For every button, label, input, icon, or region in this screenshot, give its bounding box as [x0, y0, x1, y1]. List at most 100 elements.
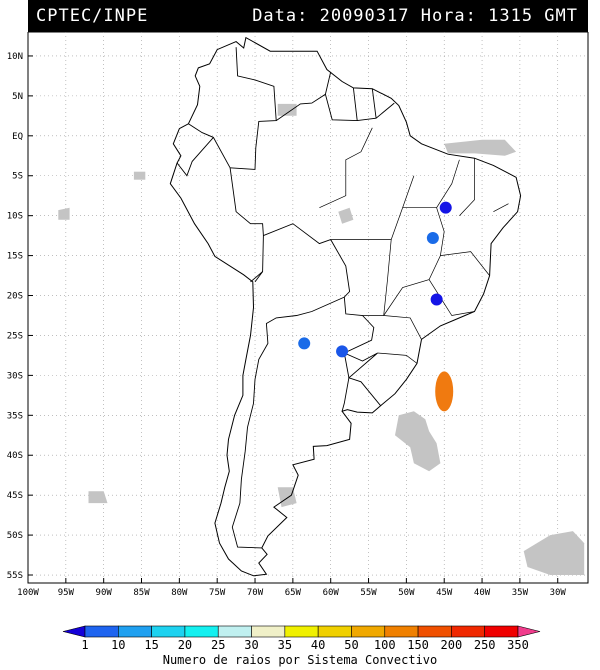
colorbar-box — [284, 625, 319, 638]
lon-tick-label: 95W — [58, 588, 75, 598]
country-border — [231, 296, 345, 549]
colorbar-label: 10 — [111, 638, 125, 652]
lon-tick-label: 55W — [360, 588, 377, 598]
cloud-area — [133, 171, 146, 180]
colorbar-box — [384, 625, 419, 638]
colorbar-title: Numero de raios por Sistema Convectivo — [162, 653, 438, 667]
lat-tick-label: 30S — [7, 371, 23, 381]
lat-tick-label: 15S — [7, 252, 23, 262]
lon-tick-label: 40W — [474, 588, 491, 598]
colorbar-label: 350 — [507, 638, 529, 652]
continent-outline — [169, 36, 522, 577]
country-border — [229, 167, 264, 236]
state-border — [428, 279, 475, 316]
colorbar-box — [251, 625, 286, 638]
colorbar-boxes — [62, 625, 541, 638]
lon-tick-label: 85W — [133, 588, 150, 598]
org-label: CPTEC/INPE — [36, 6, 149, 26]
lon-tick-label: 100W — [17, 588, 39, 598]
lon-tick-label: 90W — [96, 588, 113, 598]
colorbar-box — [451, 625, 485, 638]
state-border — [459, 158, 475, 216]
country-border — [254, 223, 351, 298]
country-border — [371, 88, 377, 119]
country-border — [188, 123, 231, 169]
convective-system-4 — [336, 345, 349, 358]
lat-tick-label: 25S — [7, 331, 23, 341]
cloud-area — [444, 139, 517, 156]
cloud-area — [58, 207, 70, 220]
colorbar-label: 200 — [441, 638, 463, 652]
state-border — [362, 239, 392, 316]
state-border — [377, 352, 418, 364]
lon-tick-label: 45W — [436, 588, 453, 598]
cloud-area — [523, 531, 585, 575]
country-border — [275, 71, 332, 121]
state-border — [493, 203, 509, 213]
cloud-area — [338, 207, 354, 224]
colorbar-label: 100 — [374, 638, 396, 652]
lat-tick-label: 10S — [7, 212, 23, 222]
country-border — [250, 271, 263, 283]
lon-tick-label: 70W — [247, 588, 264, 598]
colorbar-label: 1 — [81, 638, 88, 652]
lon-tick-label: 30W — [550, 588, 567, 598]
lon-tick-label: 80W — [171, 588, 188, 598]
colorbar-box — [84, 625, 119, 638]
lat-tick-label: 5N — [12, 92, 23, 102]
state-border — [440, 251, 490, 276]
convective-system-1 — [439, 201, 452, 214]
convective-system-6 — [435, 371, 454, 412]
convective-systems — [298, 201, 454, 412]
longitude-ticks: 100W 95W 90W 85W 80W 75W 70W 65W 60W 55W 50W 45W 40W… — [17, 578, 566, 598]
lat-tick-label: 45S — [7, 491, 23, 501]
colorbar-box — [217, 625, 252, 638]
lat-tick-label: EQ — [12, 132, 23, 142]
coastlines-borders — [169, 36, 522, 577]
latitude-ticks: 10N 5N EQ 5S 10S 15S 20S 25S 30S 35S 40S 45S 50S 55S — [7, 52, 33, 581]
map-canvas: 10N5NEQ5S10S15S20S25S30S35S40S45S50S55S … — [7, 32, 589, 598]
graticule — [28, 32, 588, 583]
colorbar-arrow-high — [517, 625, 541, 638]
country-border — [352, 87, 358, 121]
lat-tick-label: 35S — [7, 411, 23, 421]
colorbar-box — [351, 625, 386, 638]
colorbar-label: 35 — [278, 638, 292, 652]
state-border — [330, 175, 415, 240]
colorbar-label: 20 — [178, 638, 192, 652]
lat-tick-label: 10N — [7, 52, 23, 62]
state-border — [319, 127, 373, 209]
cloud-cover — [58, 103, 585, 575]
lat-tick-label: 50S — [7, 531, 23, 541]
colorbar-label: 40 — [311, 638, 325, 652]
colorbar-box — [484, 625, 519, 638]
colorbar: 1 10 15 20 25 30 35 40 50 100 150 200 250 350 — [62, 625, 541, 652]
colorbar-box — [184, 625, 219, 638]
lon-tick-label: 35W — [512, 588, 529, 598]
map-header: CPTEC/INPE Data: 20090317 Hora: 1315 GMT — [28, 0, 588, 32]
cloud-area — [277, 487, 297, 508]
lon-tick-label: 75W — [209, 588, 226, 598]
colorbar-label: 250 — [474, 638, 496, 652]
colorbar-label: 25 — [211, 638, 225, 652]
colorbar-box — [317, 625, 352, 638]
colorbar-box — [417, 625, 452, 638]
state-border — [383, 315, 422, 340]
convective-system-2 — [426, 232, 439, 245]
colorbar-box — [151, 625, 186, 638]
country-border — [176, 137, 214, 177]
lat-tick-label: 55S — [7, 571, 23, 581]
colorbar-arrow-low — [62, 625, 86, 638]
lat-tick-label: 20S — [7, 292, 23, 302]
cloud-area — [277, 103, 297, 116]
lon-tick-label: 60W — [323, 588, 340, 598]
lon-tick-label: 50W — [398, 588, 415, 598]
cloud-area — [88, 491, 108, 504]
colorbar-label: 15 — [144, 638, 158, 652]
colorbar-label: 150 — [407, 638, 429, 652]
lat-tick-label: 40S — [7, 451, 23, 461]
colorbar-labels: 1 10 15 20 25 30 35 40 50 100 150 200 250 350 — [81, 638, 528, 652]
datetime-label: Data: 20090317 Hora: 1315 GMT — [252, 6, 578, 26]
state-border — [436, 159, 460, 208]
cloud-area — [395, 411, 441, 472]
